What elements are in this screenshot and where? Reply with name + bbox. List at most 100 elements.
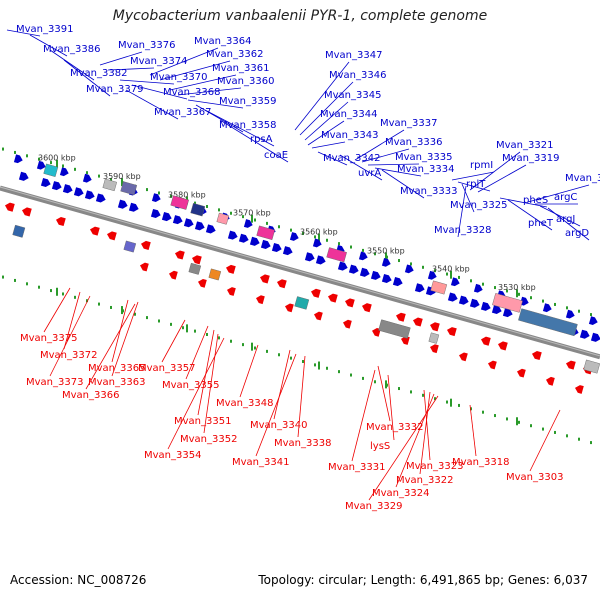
forward-gene-arrow[interactable] <box>404 264 415 274</box>
reverse-gene-label[interactable]: Mvan_3357 <box>138 363 195 374</box>
reverse-gene-arrow[interactable] <box>284 302 294 313</box>
forward-gene-arrow[interactable] <box>370 270 382 281</box>
feature-box[interactable] <box>12 224 26 238</box>
reverse-gene-arrow[interactable] <box>458 351 468 362</box>
forward-gene-arrow[interactable] <box>128 202 140 213</box>
forward-gene-label[interactable]: Mvan_3386 <box>43 44 100 55</box>
reverse-gene-label[interactable]: Mvan_3365 <box>88 363 145 374</box>
forward-gene-label[interactable]: Mvan_3358 <box>219 120 276 131</box>
reverse-gene-arrow[interactable] <box>21 206 32 217</box>
reverse-gene-label[interactable]: Mvan_3351 <box>174 416 231 427</box>
feature-box[interactable] <box>583 359 600 374</box>
feature-box[interactable] <box>326 247 347 263</box>
forward-gene-arrow[interactable] <box>359 267 371 278</box>
reverse-gene-arrow[interactable] <box>344 297 355 308</box>
feature-box[interactable] <box>102 178 118 192</box>
reverse-gene-arrow[interactable] <box>574 384 584 394</box>
reverse-gene-arrow[interactable] <box>174 249 185 260</box>
reverse-gene-arrow[interactable] <box>139 262 149 272</box>
forward-gene-arrow[interactable] <box>243 219 254 229</box>
forward-gene-label[interactable]: coaE <box>264 150 288 161</box>
forward-gene-arrow[interactable] <box>95 193 107 203</box>
reverse-gene-arrow[interactable] <box>197 278 207 288</box>
forward-gene-arrow[interactable] <box>315 255 327 265</box>
forward-gene-arrow[interactable] <box>151 193 162 203</box>
forward-gene-label[interactable]: Mvan_3359 <box>219 96 276 107</box>
forward-gene-arrow[interactable] <box>427 270 438 281</box>
forward-gene-label[interactable]: Mvan_3374 <box>130 56 187 67</box>
forward-gene-arrow[interactable] <box>381 257 392 268</box>
reverse-gene-arrow[interactable] <box>4 202 15 212</box>
forward-gene-arrow[interactable] <box>40 177 52 188</box>
reverse-gene-arrow[interactable] <box>140 240 151 250</box>
reverse-gene-arrow[interactable] <box>168 270 178 280</box>
forward-gene-label[interactable]: Mvan_3368 <box>163 87 220 98</box>
forward-gene-arrow[interactable] <box>304 252 316 262</box>
forward-gene-arrow[interactable] <box>13 154 24 164</box>
reverse-gene-arrow[interactable] <box>480 336 491 346</box>
forward-gene-arrow[interactable] <box>458 295 470 306</box>
reverse-gene-arrow[interactable] <box>361 302 372 313</box>
forward-gene-label[interactable]: Mvan_3325 <box>450 200 507 211</box>
forward-gene-arrow[interactable] <box>82 173 93 184</box>
reverse-gene-label[interactable]: Mvan_3373 <box>26 377 83 388</box>
forward-gene-arrow[interactable] <box>579 329 591 340</box>
forward-gene-label[interactable]: Mvan_3328 <box>434 225 491 236</box>
forward-gene-label[interactable]: Mvan_3343 <box>321 130 378 141</box>
forward-gene-label[interactable]: pheT <box>528 218 554 229</box>
reverse-gene-label[interactable]: Mvan_3338 <box>274 438 331 449</box>
feature-box[interactable] <box>190 202 206 217</box>
reverse-gene-arrow[interactable] <box>342 319 352 329</box>
forward-gene-arrow[interactable] <box>183 218 195 228</box>
feature-box[interactable] <box>43 163 59 177</box>
reverse-gene-label[interactable]: Mvan_3363 <box>88 377 145 388</box>
reverse-gene-label[interactable]: Mvan_3331 <box>328 462 385 473</box>
feature-box[interactable] <box>188 262 202 275</box>
feature-box[interactable] <box>492 293 523 313</box>
reverse-gene-arrow[interactable] <box>497 340 508 351</box>
forward-gene-label[interactable]: Mvan_3370 <box>150 72 207 83</box>
reverse-gene-arrow[interactable] <box>259 273 270 284</box>
reverse-gene-label[interactable]: Mvan_3318 <box>452 457 509 468</box>
reverse-gene-label[interactable]: Mvan_3341 <box>232 457 289 468</box>
reverse-gene-arrow[interactable] <box>89 225 100 236</box>
forward-gene-label[interactable]: Mvan_3337 <box>380 118 437 129</box>
forward-gene-arrow[interactable] <box>36 160 47 171</box>
reverse-gene-arrow[interactable] <box>313 311 323 321</box>
forward-gene-arrow[interactable] <box>84 190 96 200</box>
forward-gene-label[interactable]: Mvan_3367 <box>154 107 211 118</box>
feature-box[interactable] <box>256 225 276 241</box>
forward-gene-label[interactable]: argJ <box>556 214 575 225</box>
forward-gene-label[interactable]: Mvan_3362 <box>206 49 263 60</box>
forward-gene-label[interactable]: Mvan_3382 <box>70 68 127 79</box>
reverse-gene-label[interactable]: Mvan_3354 <box>144 450 201 461</box>
reverse-gene-arrow[interactable] <box>191 254 202 265</box>
forward-gene-label[interactable]: argD <box>565 228 589 239</box>
forward-gene-arrow[interactable] <box>542 303 553 313</box>
forward-gene-label[interactable]: Mvan_3342 <box>323 153 380 164</box>
forward-gene-label[interactable]: rplT <box>466 179 486 190</box>
forward-gene-arrow[interactable] <box>312 238 323 249</box>
forward-gene-label[interactable]: Mvan_3344 <box>320 109 377 120</box>
feature-box[interactable] <box>430 280 448 295</box>
forward-gene-label[interactable]: rpsA <box>250 134 273 145</box>
forward-gene-label[interactable]: pheS <box>523 195 548 206</box>
forward-gene-arrow[interactable] <box>73 187 85 197</box>
forward-gene-arrow[interactable] <box>348 264 360 275</box>
forward-gene-arrow[interactable] <box>480 301 492 312</box>
forward-gene-arrow[interactable] <box>161 212 173 222</box>
feature-box[interactable] <box>170 195 190 210</box>
reverse-gene-label[interactable]: Mvan_3375 <box>20 333 77 344</box>
feature-box[interactable] <box>378 319 411 339</box>
forward-gene-arrow[interactable] <box>271 242 283 253</box>
reverse-gene-arrow[interactable] <box>55 216 66 227</box>
reverse-gene-arrow[interactable] <box>106 230 117 241</box>
forward-gene-arrow[interactable] <box>18 171 30 182</box>
forward-gene-label[interactable]: Mvan_3347 <box>325 50 382 61</box>
forward-gene-arrow[interactable] <box>337 261 349 272</box>
forward-gene-label[interactable]: Mvan_3345 <box>324 90 381 101</box>
forward-gene-arrow[interactable] <box>51 181 63 191</box>
forward-gene-label[interactable]: Mvan_3391 <box>16 24 73 35</box>
reverse-gene-arrow[interactable] <box>446 326 457 337</box>
